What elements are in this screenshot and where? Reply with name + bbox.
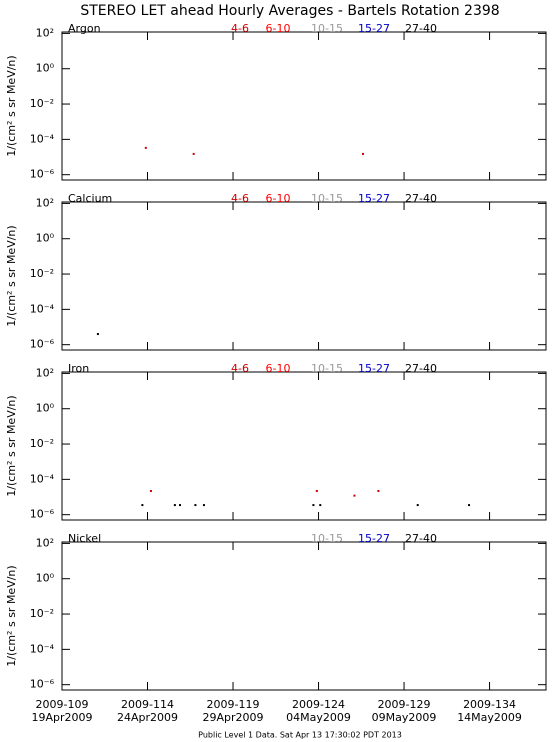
y-tick-label: 10⁻⁴ — [30, 472, 55, 485]
y-tick-label: 10² — [36, 196, 54, 209]
data-point — [192, 152, 195, 155]
data-point — [468, 504, 471, 507]
y-tick-label: 10⁻⁴ — [30, 642, 55, 655]
x-tick-sublabel: 09May2009 — [372, 711, 437, 724]
legend-entry: 6-10 — [266, 192, 291, 205]
x-tick-label: 2009-119 — [207, 698, 260, 711]
x-tick-sublabel: 04May2009 — [286, 711, 351, 724]
legend-entry: 15-27 — [358, 532, 390, 545]
x-tick-sublabel: 14May2009 — [457, 711, 522, 724]
panel-label: Iron — [68, 362, 89, 375]
legend-entry: 27-40 — [405, 362, 437, 375]
y-axis-label: 1/(cm² s sr MeV/n) — [5, 55, 18, 156]
panel-label: Nickel — [68, 532, 101, 545]
plot-frame — [61, 371, 547, 521]
data-point — [141, 504, 144, 507]
legend-entry: 4-6 — [231, 192, 249, 205]
y-tick-label: 10⁰ — [36, 232, 55, 245]
y-axis-label: 1/(cm² s sr MeV/n) — [5, 565, 18, 666]
y-tick-label: 10⁻² — [30, 267, 54, 280]
plot-frame — [61, 201, 547, 351]
x-tick-sublabel: 29Apr2009 — [203, 711, 264, 724]
legend-entry: 10-15 — [311, 532, 343, 545]
y-tick-label: 10⁻⁶ — [30, 338, 55, 351]
x-tick-label: 2009-109 — [36, 698, 89, 711]
y-tick-label: 10⁻⁶ — [30, 168, 55, 181]
data-point — [362, 152, 365, 155]
legend-entry: 15-27 — [358, 362, 390, 375]
data-point — [416, 504, 419, 507]
data-point — [202, 504, 205, 507]
plot-frame — [61, 541, 547, 691]
y-tick-label: 10⁰ — [36, 572, 55, 585]
page-title: STEREO LET ahead Hourly Averages - Barte… — [80, 3, 499, 19]
y-axis-label: 1/(cm² s sr MeV/n) — [5, 225, 18, 326]
y-tick-label: 10⁻² — [30, 97, 54, 110]
data-point — [319, 504, 322, 507]
y-tick-label: 10² — [36, 536, 54, 549]
x-tick-label: 2009-129 — [378, 698, 431, 711]
y-tick-label: 10⁻⁴ — [30, 302, 55, 315]
data-point — [173, 504, 176, 507]
panel-label: Argon — [68, 22, 101, 35]
footer: Public Level 1 Data. Sat Apr 13 17:30:02… — [198, 731, 402, 740]
y-axis-label: 1/(cm² s sr MeV/n) — [5, 395, 18, 496]
x-tick-label: 2009-134 — [463, 698, 516, 711]
y-tick-label: 10² — [36, 26, 54, 39]
data-point — [312, 504, 315, 507]
legend-entry: 27-40 — [405, 532, 437, 545]
legend-entry: 27-40 — [405, 192, 437, 205]
legend-entry: 15-27 — [358, 22, 390, 35]
data-point — [194, 504, 197, 507]
data-point — [96, 333, 99, 336]
data-point — [353, 494, 356, 497]
x-tick-sublabel: 24Apr2009 — [117, 711, 178, 724]
legend-entry: 6-10 — [266, 22, 291, 35]
data-point — [179, 504, 182, 507]
data-point — [149, 489, 152, 492]
y-tick-label: 10² — [36, 366, 54, 379]
y-tick-label: 10⁻⁶ — [30, 678, 55, 691]
data-point — [377, 489, 380, 492]
legend-entry: 10-15 — [311, 362, 343, 375]
y-tick-label: 10⁰ — [36, 62, 55, 75]
legend-entry: 10-15 — [311, 22, 343, 35]
plot-frame — [61, 31, 547, 181]
y-tick-label: 10⁰ — [36, 402, 55, 415]
legend-entry: 4-6 — [231, 362, 249, 375]
legend-entry: 27-40 — [405, 22, 437, 35]
x-tick-sublabel: 19Apr2009 — [31, 711, 92, 724]
x-tick-label: 2009-114 — [121, 698, 174, 711]
y-tick-label: 10⁻⁴ — [30, 132, 55, 145]
data-point — [144, 146, 147, 149]
legend-entry: 6-10 — [266, 362, 291, 375]
legend-entry: 10-15 — [311, 192, 343, 205]
y-tick-label: 10⁻² — [30, 607, 54, 620]
legend-entry: 15-27 — [358, 192, 390, 205]
legend-entry: 4-6 — [231, 22, 249, 35]
x-tick-label: 2009-124 — [292, 698, 345, 711]
y-tick-label: 10⁻² — [30, 437, 54, 450]
data-point — [315, 489, 318, 492]
y-tick-label: 10⁻⁶ — [30, 508, 55, 521]
panel-label: Calcium — [68, 192, 112, 205]
